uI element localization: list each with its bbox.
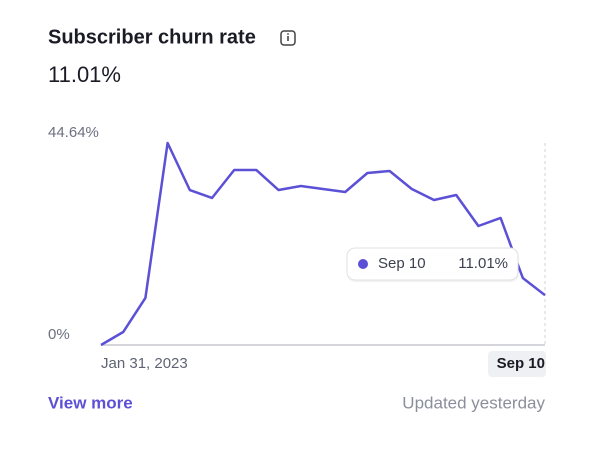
info-icon[interactable] bbox=[280, 30, 296, 46]
series-line bbox=[100, 141, 546, 347]
x-tick-label: Jan 31, 2023 bbox=[101, 355, 188, 372]
info-icon-dot bbox=[287, 33, 289, 35]
info-icon-box bbox=[280, 30, 296, 46]
tooltip-label: Sep 10 bbox=[378, 255, 426, 272]
tooltip-dot bbox=[358, 259, 368, 269]
headline-value: 11.01% bbox=[48, 62, 121, 87]
chart-title: Subscriber churn rate bbox=[48, 26, 256, 48]
x-hover-label-bg bbox=[488, 351, 546, 377]
tooltip bbox=[346, 247, 519, 281]
x-tick-label: Sep 10 bbox=[497, 355, 545, 372]
tooltip-value: 11.01% bbox=[458, 255, 508, 272]
y-tick-label: 44.64% bbox=[48, 124, 99, 141]
footnote: Updated yesterday bbox=[402, 393, 545, 412]
y-tick-label: 0% bbox=[48, 326, 70, 343]
view-more-link[interactable]: View more bbox=[48, 393, 133, 412]
